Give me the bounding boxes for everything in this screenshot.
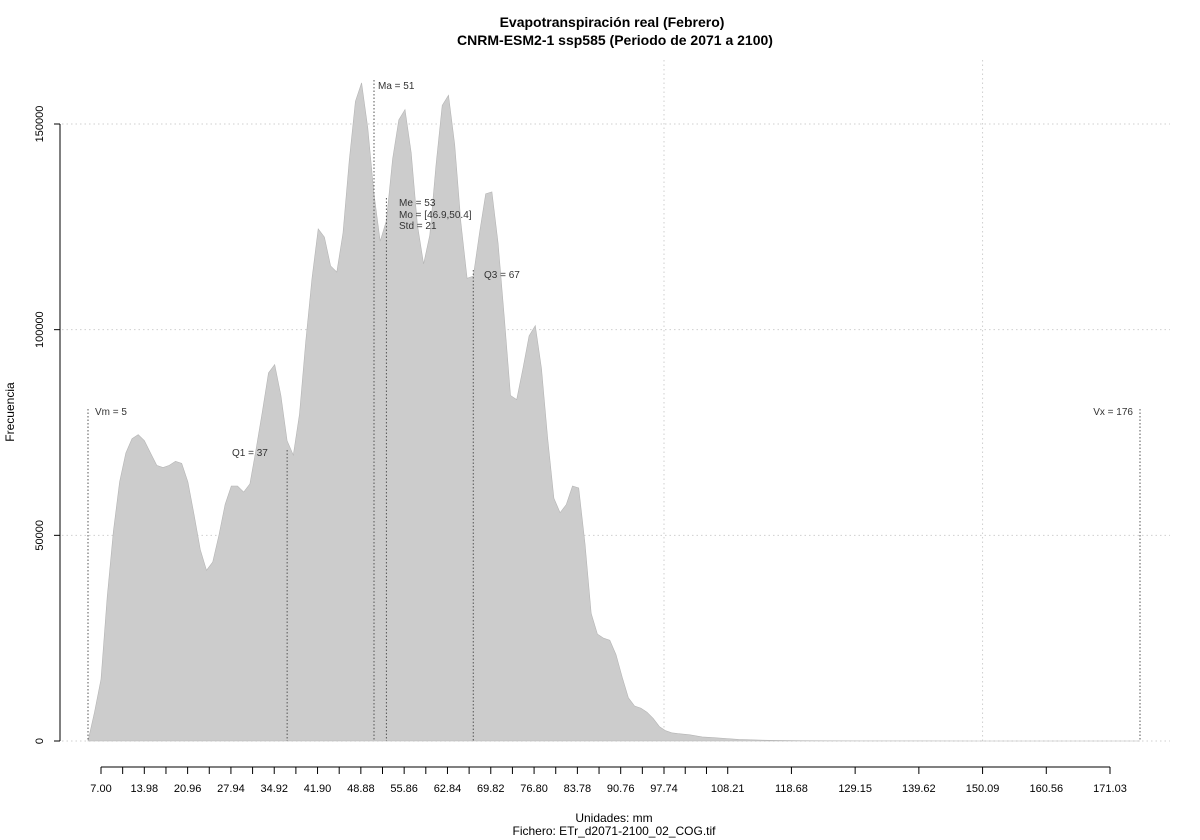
x-tick-label-11: 83.78 (564, 783, 592, 795)
chart-subtitle: CNRM-ESM2-1 ssp585 (Periodo de 2071 a 21… (457, 32, 773, 48)
y-tick-label-3: 150000 (34, 106, 46, 143)
file-caption: Fichero: ETr_d2071-2100_02_COG.tif (513, 824, 717, 838)
x-tick-label-13: 97.74 (650, 783, 678, 795)
stat-label-ma: Ma = 51 (378, 81, 415, 92)
stat-label-mo: Mo = [46.9,50.4] (399, 210, 472, 221)
frequency-area (87, 82, 1140, 742)
x-tick-label-16: 129.15 (838, 783, 872, 795)
y-tick-label-2: 100000 (34, 311, 46, 348)
x-tick-label-14: 108.21 (711, 783, 745, 795)
stat-label-q3: Q3 = 67 (484, 270, 520, 281)
y-tick-label-0: 0 (34, 738, 46, 744)
x-tick-label-1: 13.98 (131, 783, 159, 795)
x-tick-label-9: 69.82 (477, 783, 505, 795)
stat-label-q1: Q1 = 37 (232, 448, 268, 459)
x-tick-label-17: 139.62 (902, 783, 936, 795)
x-tick-label-20: 171.03 (1093, 783, 1127, 795)
stat-lines (87, 80, 1141, 741)
chart-title: Evapotranspiración real (Febrero) (500, 14, 725, 30)
x-tick-label-15: 118.68 (775, 783, 808, 795)
x-tick-label-5: 41.90 (304, 783, 332, 795)
x-tick-label-19: 160.56 (1029, 783, 1063, 795)
x-tick-label-12: 90.76 (607, 783, 635, 795)
x-tick-label-0: 7.00 (90, 783, 111, 795)
x-tick-label-4: 34.92 (260, 783, 288, 795)
x-axis-label: Unidades: mm (575, 811, 652, 825)
x-tick-label-10: 76.80 (520, 783, 548, 795)
x-tick-label-2: 20.96 (174, 783, 202, 795)
x-tick-label-6: 48.88 (347, 783, 375, 795)
x-tick-label-18: 150.09 (966, 783, 1000, 795)
x-tick-label-7: 55.86 (390, 783, 418, 795)
stat-label-me: Me = 53 (399, 198, 436, 209)
x-axis-ticks: 7.00 13.98 20.96 27.94 34.92 41.90 48.88 55.86 6… (90, 767, 1127, 795)
stat-label-std: Std = 21 (399, 221, 437, 232)
x-tick-label-3: 27.94 (217, 783, 245, 795)
y-axis-ticks: 0 50000 100000 150000 (34, 106, 60, 744)
y-tick-label-1: 50000 (34, 520, 46, 551)
stat-label-vx: Vx = 176 (1093, 407, 1133, 418)
stat-label-vm: Vm = 5 (95, 407, 127, 418)
y-axis-label: Frecuencia (3, 382, 17, 442)
x-tick-label-8: 62.84 (434, 783, 462, 795)
